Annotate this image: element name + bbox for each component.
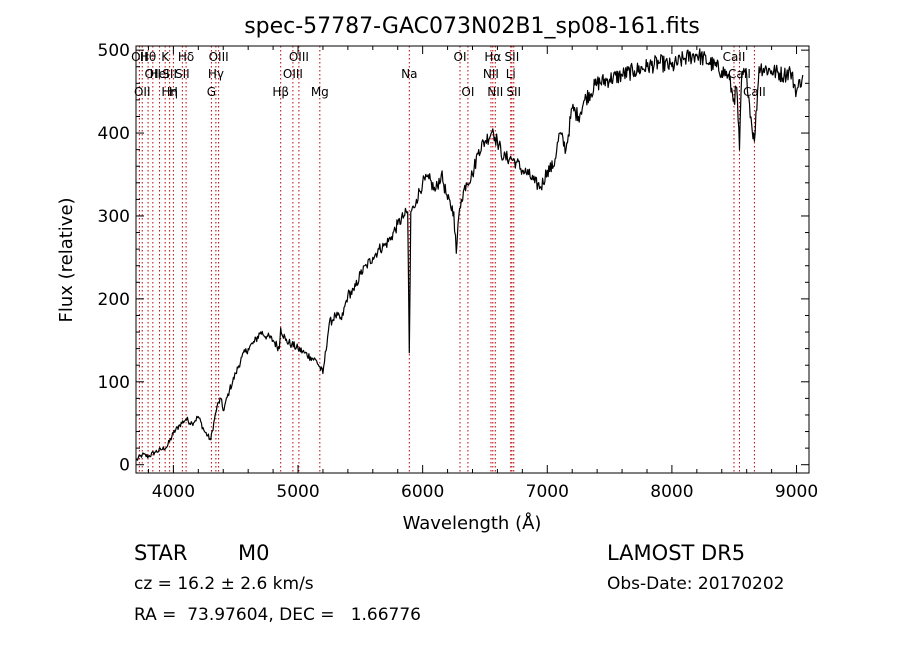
survey-name: LAMOST DR5: [607, 541, 746, 565]
x-tick-label: 8000: [650, 482, 693, 502]
y-tick-label: 500: [98, 41, 130, 61]
line-label: Hη: [161, 85, 178, 99]
observation-date: Obs-Date: 20170202: [607, 574, 785, 594]
line-label: SII: [175, 67, 190, 81]
line-label: G: [207, 85, 216, 99]
line-label: Hβ: [272, 85, 289, 99]
x-tick-label: 4000: [152, 482, 195, 502]
line-label: Hθ: [140, 50, 156, 64]
line-label: SII: [505, 50, 520, 64]
emission-line-markers: [138, 46, 755, 473]
line-label: OIII: [289, 50, 309, 64]
line-label: NII: [483, 67, 499, 81]
line-label: Na: [401, 67, 417, 81]
line-label: Hγ: [208, 67, 224, 81]
x-tick-label: 7000: [526, 482, 569, 502]
line-label: Hδ: [178, 50, 194, 64]
line-label: Li: [506, 67, 516, 81]
line-label: CaII: [743, 85, 766, 99]
y-tick-label: 400: [98, 124, 130, 144]
line-label: H: [169, 85, 178, 99]
line-label: Hα: [484, 50, 501, 64]
y-tick-label: 100: [98, 373, 130, 393]
object-class: STAR: [134, 541, 188, 565]
line-label: K: [161, 50, 170, 64]
x-tick-label: 5000: [276, 482, 319, 502]
plot-frame: [135, 45, 810, 474]
line-label: Mg: [311, 85, 329, 99]
line-label: OIII: [283, 67, 303, 81]
line-label: OII: [145, 67, 162, 81]
line-label: OI: [454, 50, 467, 64]
line-label: NII: [487, 85, 503, 99]
coordinates: RA = 73.97604, DEC = 1.66776: [134, 605, 421, 625]
x-tick-label: 9000: [775, 482, 818, 502]
line-label: OIII: [209, 50, 229, 64]
y-tick-label: 200: [98, 290, 130, 310]
line-label: OII: [134, 85, 151, 99]
redshift-velocity: cz = 16.2 ± 2.6 km/s: [134, 574, 314, 594]
y-axis-label: Flux (relative): [56, 197, 77, 322]
x-tick-label: 6000: [401, 482, 444, 502]
line-label: SII: [162, 67, 177, 81]
line-label: OI: [461, 85, 474, 99]
y-tick-label: 300: [98, 207, 130, 227]
spectrum-line: [135, 48, 804, 461]
object-subclass: M0: [238, 541, 270, 565]
x-axis-label: Wavelength (Å): [403, 512, 542, 534]
line-label: OII: [131, 50, 148, 64]
line-label: HeI: [150, 67, 170, 81]
line-labels: OIIOIIHθOIIHeIKSIIHηHSIIHδGHγOIIIHβOIIIO…: [131, 50, 766, 99]
line-label: CaII: [723, 50, 746, 64]
axis-ticks: 4000 5000 6000 7000 8000 9000 0 100 200 300 400 500: [98, 41, 819, 502]
chart-title: spec-57787-GAC073N02B1_sp08-161.fits: [244, 14, 700, 39]
y-tick-label: 0: [119, 456, 130, 476]
line-label: SII: [506, 85, 521, 99]
